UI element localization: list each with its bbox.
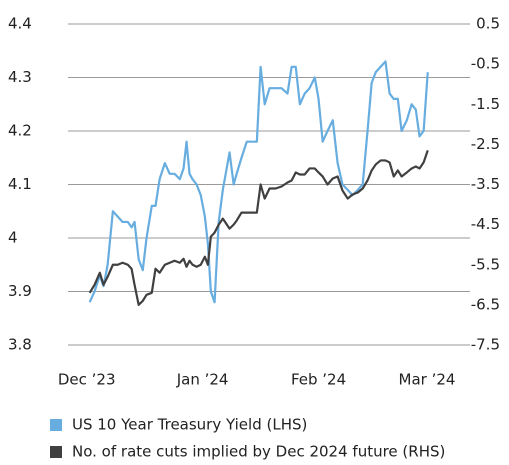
y2-tick-label: 0.5: [476, 15, 500, 33]
x-tick-label: Dec ’23: [58, 371, 116, 389]
y-tick-label: 4.2: [8, 122, 32, 140]
y-tick-label: 3.9: [8, 282, 32, 300]
series-line: [88, 60, 429, 304]
y2-tick-label: -3.5: [471, 175, 500, 193]
legend-label: US 10 Year Treasury Yield (LHS): [72, 416, 307, 434]
y2-tick-label: -0.5: [471, 55, 500, 73]
x-tick-label: Jan ’24: [176, 371, 229, 389]
series-line: [88, 150, 429, 306]
y-tick-label: 3.8: [8, 336, 32, 354]
legend-label: No. of rate cuts implied by Dec 2024 fut…: [72, 443, 445, 461]
legend-swatch: [50, 419, 62, 431]
x-tick-label: Feb ’24: [291, 371, 346, 389]
y-tick-label: 4.4: [8, 15, 32, 33]
x-tick-label: Mar ’24: [399, 371, 456, 389]
y-tick-label: 4.3: [8, 68, 32, 86]
y-tick-label: 4.1: [8, 175, 32, 193]
y2-tick-label: -4.5: [471, 215, 500, 233]
y2-tick-label: -1.5: [471, 95, 500, 113]
y2-tick-label: -6.5: [471, 295, 500, 313]
y-tick-label: 4: [8, 229, 18, 247]
y2-tick-label: -7.5: [471, 336, 500, 354]
legend-swatch: [50, 446, 62, 458]
y2-tick-label: -5.5: [471, 255, 500, 273]
y2-tick-label: -2.5: [471, 135, 500, 153]
